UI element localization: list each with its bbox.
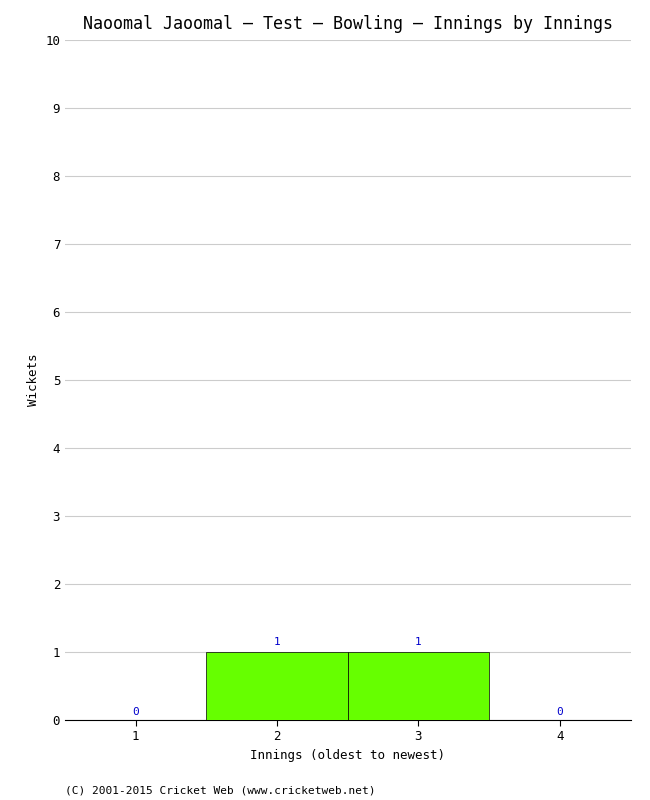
Title: Naoomal Jaoomal – Test – Bowling – Innings by Innings: Naoomal Jaoomal – Test – Bowling – Innin… xyxy=(83,15,613,33)
Bar xyxy=(348,652,489,720)
X-axis label: Innings (oldest to newest): Innings (oldest to newest) xyxy=(250,749,445,762)
Text: 1: 1 xyxy=(274,637,280,646)
Text: 0: 0 xyxy=(133,706,139,717)
Text: 0: 0 xyxy=(556,706,563,717)
Bar xyxy=(207,652,348,720)
Text: 1: 1 xyxy=(415,637,422,646)
Y-axis label: Wickets: Wickets xyxy=(27,354,40,406)
Text: (C) 2001-2015 Cricket Web (www.cricketweb.net): (C) 2001-2015 Cricket Web (www.cricketwe… xyxy=(65,786,376,795)
